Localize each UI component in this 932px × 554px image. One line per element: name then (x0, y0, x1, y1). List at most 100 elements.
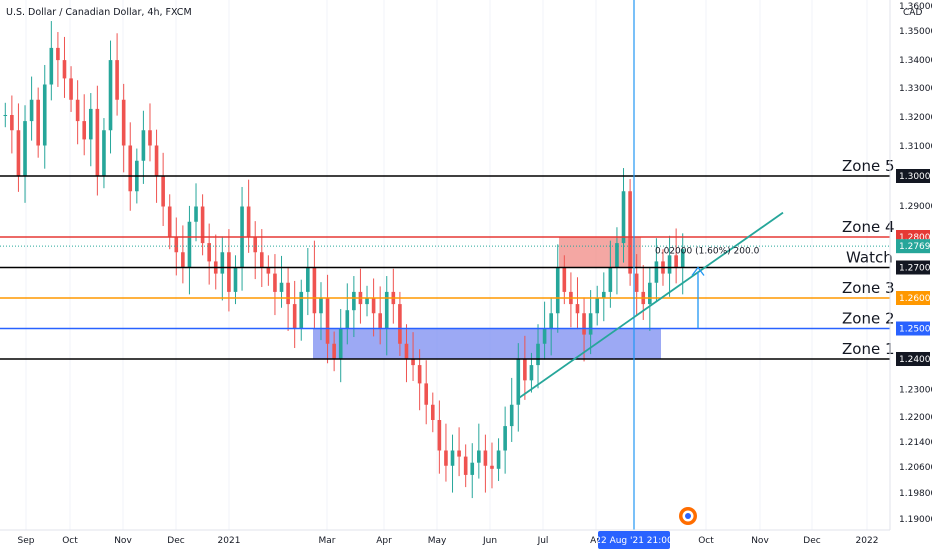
price-tick-label: 1.36000 (899, 2, 932, 12)
candle-body (542, 328, 547, 344)
time-tick-label: Nov (114, 536, 132, 546)
measure-arrow-head-icon (691, 266, 705, 276)
crosshair-time-badge (598, 531, 670, 549)
candle-body (608, 267, 613, 292)
candle-body (555, 267, 560, 314)
current-price-label: 1.27699 (899, 242, 932, 252)
price-badge (896, 260, 930, 275)
candle-body (253, 237, 258, 253)
candle-body (42, 84, 47, 146)
crosshair-time-label: 22 Aug '21 21:00 (595, 536, 673, 546)
candle-body (496, 450, 501, 469)
time-tick-label: Dec (803, 536, 820, 546)
candle-body (404, 343, 409, 359)
candle-body (56, 47, 60, 61)
horizontal-levels[interactable]: Zone 5 Zone 4 Watch Zone 3 Zone 2 Zone 1 (0, 157, 895, 360)
candle-body (259, 252, 264, 268)
trendline (517, 211, 784, 400)
price-badge-label: 1.26000 (899, 294, 932, 304)
candle-body (437, 420, 442, 451)
candle-body (128, 145, 133, 192)
price-tick-label: 1.31000 (899, 142, 932, 152)
price-tick-label: 1.23000 (899, 386, 932, 396)
candle-body (417, 365, 422, 384)
candle-body (167, 206, 172, 237)
candle-body (332, 343, 336, 359)
level-label-zone-2: Zone 2 (842, 310, 895, 328)
currency-label: CAD (903, 8, 922, 18)
candle-body (319, 298, 323, 314)
candle-body (509, 404, 514, 427)
time-axis[interactable]: Sep Oct Nov Dec 2021 Mar Apr May Jun Jul Au Oct Nov D… (18, 531, 879, 549)
candle-body (148, 130, 152, 146)
candle-body (82, 121, 87, 140)
time-tick-label: 2022 (856, 536, 879, 546)
candle-body (483, 450, 488, 466)
candle-body (36, 99, 40, 146)
candle-body (23, 121, 27, 176)
candle-body (444, 450, 448, 466)
candle-body (523, 359, 527, 381)
level-label-watch: Watch (846, 249, 893, 267)
price-tick-label: 1.29000 (899, 202, 932, 212)
candle-body (292, 304, 297, 329)
price-badge (896, 169, 930, 183)
candle-body (378, 313, 382, 329)
candle-body (352, 291, 356, 311)
candle-body (3, 115, 8, 116)
time-tick-label: Jun (482, 536, 497, 546)
candle-body (463, 456, 468, 475)
candle-body (490, 465, 494, 469)
measure-label: 0.02000 (1.60%) 200.0 (655, 247, 760, 257)
candle-body (384, 291, 389, 329)
candle-body (424, 383, 429, 405)
price-tick-label: 1.35000 (899, 27, 932, 37)
candle-body (10, 115, 14, 131)
time-tick-label: Dec (167, 536, 184, 546)
price-tick-label: 1.34000 (899, 56, 932, 66)
candle-body (516, 359, 521, 405)
candle-body (273, 273, 277, 292)
symbol-title: U.S. Dollar / Canadian Dollar, 4h, FXCM (6, 7, 192, 18)
candle-body (246, 206, 251, 237)
candle-body (477, 450, 481, 463)
candle-body (200, 206, 205, 244)
candle-body (227, 252, 231, 292)
drawings[interactable]: 0.02000 (1.60%) 200.0 (517, 0, 784, 530)
candle-body (279, 282, 284, 292)
candle-body (615, 243, 619, 268)
candle-body (654, 261, 659, 283)
candle-body (49, 47, 54, 85)
candle-body (529, 365, 534, 381)
candle-body (16, 130, 21, 176)
candle-body (667, 255, 672, 274)
candle-body (536, 343, 540, 366)
candle-body (141, 130, 146, 161)
price-badge-label: 1.25000 (899, 325, 932, 335)
price-tick-label: 1.19800 (899, 489, 932, 499)
price-axis[interactable]: 1.30000 1.28000 1.27000 1.26000 1.25000 1.240… (896, 2, 932, 525)
candle-body (29, 99, 34, 122)
current-price-badge (896, 239, 930, 254)
time-tick-label: Apr (376, 536, 392, 546)
candle-body (345, 310, 350, 329)
candle-body (398, 304, 402, 344)
level-label-zone-1: Zone 1 (842, 340, 895, 358)
candle-body (233, 267, 238, 292)
candle-body (95, 108, 100, 176)
candle-body (601, 291, 606, 298)
price-badge-label: 1.30000 (899, 172, 932, 182)
candle-body (108, 60, 113, 131)
candle-body (69, 78, 73, 100)
candle-body (62, 60, 67, 79)
resistance-box (559, 237, 641, 268)
candle-body (187, 221, 192, 268)
candle-body (115, 60, 119, 100)
level-label-zone-5: Zone 5 (842, 157, 895, 175)
candle-body (503, 426, 507, 451)
candle-body (680, 249, 685, 268)
price-badge (896, 291, 930, 305)
candle-body (457, 450, 461, 457)
